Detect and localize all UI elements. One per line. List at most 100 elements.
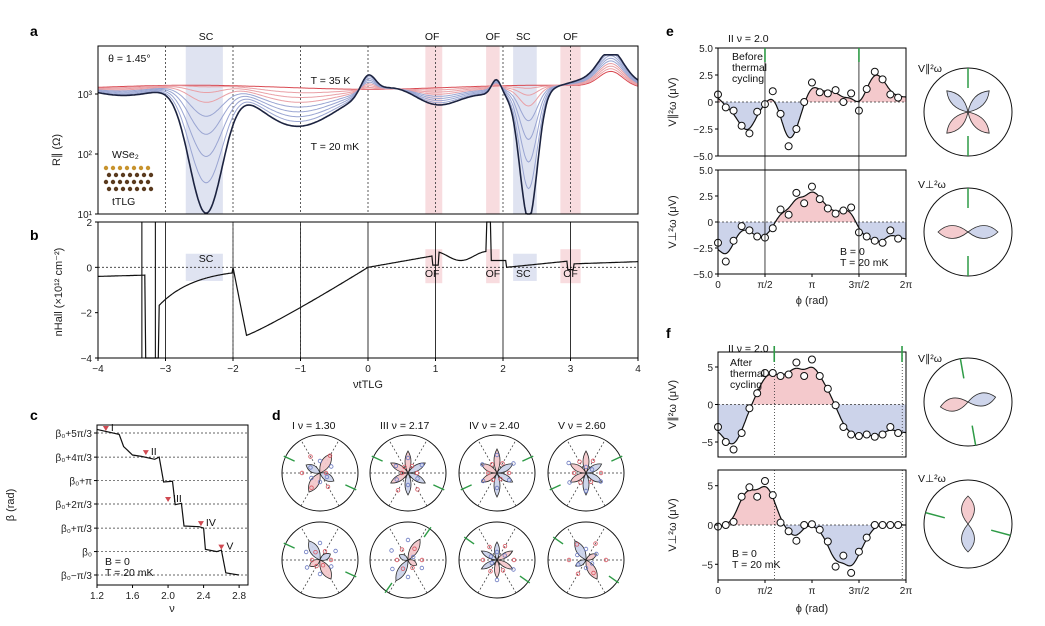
data-point (729, 106, 738, 115)
green-axis-tick (959, 358, 965, 379)
data-point (878, 430, 887, 439)
polar-data-point (327, 453, 333, 458)
resistance-curve (97, 62, 639, 107)
data-point (792, 125, 801, 133)
x-tick-label: 4 (635, 364, 641, 375)
x-tick-label: 0 (715, 280, 721, 291)
polar-data-point (405, 455, 411, 461)
y-tick-label: −2.5 (693, 244, 713, 255)
data-point (745, 129, 754, 138)
polar-lobe (967, 90, 990, 113)
polar-data-point (590, 458, 596, 464)
data-point (839, 551, 848, 560)
green-axis-tick (552, 536, 564, 545)
note-temperature: T = 20 mK (840, 257, 889, 269)
data-point (870, 67, 879, 76)
region-band-a (185, 46, 223, 214)
green-axis-tick (925, 511, 946, 519)
lattice-atom (141, 172, 147, 178)
green-axis-tick (345, 571, 357, 578)
lattice-atom (124, 165, 130, 171)
note-after: After (730, 357, 753, 369)
beta-step-curve (96, 428, 240, 576)
polar-data-point (309, 557, 315, 563)
x-axis-label-e: ϕ (rad) (796, 295, 828, 307)
polar-data-point (594, 551, 599, 557)
y-tick-label: β₀−π/3 (61, 571, 92, 582)
lattice-atom (113, 172, 119, 178)
polar-data-point (583, 565, 589, 571)
data-point (792, 188, 801, 197)
green-axis-tick (990, 529, 1011, 537)
resistance-curve (97, 60, 639, 122)
region-band-b (513, 253, 537, 281)
x-tick-label: 2.8 (232, 591, 246, 602)
polar-lobe (494, 541, 500, 561)
inset-wse2-label: WSe₂ (112, 149, 139, 161)
polar-data-point (390, 566, 395, 572)
panel-b-label: b (30, 227, 39, 243)
y-tick-label: 10³ (78, 90, 93, 101)
x-tick-label: π/2 (757, 586, 773, 597)
data-point (737, 492, 746, 501)
data-point (847, 430, 856, 439)
polar-data-point (419, 462, 425, 468)
data-point (807, 520, 816, 529)
polar-data-point (588, 479, 594, 484)
panel-c-label: c (30, 407, 38, 423)
polar-data-point (480, 478, 486, 484)
polar-data-point (308, 465, 313, 470)
data-point (847, 89, 856, 98)
polar-data-point (576, 562, 581, 567)
data-point (894, 93, 903, 102)
polar-lobe (496, 550, 514, 561)
polar-lobe (967, 111, 990, 134)
polar-data-point (400, 566, 406, 571)
green-axis-tick (345, 484, 357, 491)
fit-curve (717, 74, 907, 139)
polar-data-point (309, 475, 314, 481)
x-tick-label: −2 (227, 364, 239, 375)
y-tick-label: β₀ (82, 548, 92, 559)
polar-data-point (575, 571, 581, 577)
polar-lobe (496, 559, 514, 570)
data-point (753, 492, 762, 501)
y-tick-label: 0 (707, 218, 713, 229)
data-point (839, 206, 848, 215)
axes-frame-a (97, 45, 639, 215)
data-point (768, 369, 777, 377)
lattice-atom (138, 165, 144, 171)
lattice-atom (127, 172, 133, 178)
x-tick-label: 2π (900, 280, 913, 291)
polar-data-point (498, 476, 503, 482)
polar-data-point (591, 570, 596, 576)
data-point (894, 234, 903, 243)
polar-data-point (502, 543, 508, 549)
data-point (839, 423, 848, 431)
polar-data-point (506, 477, 512, 483)
green-axis-tick (433, 484, 445, 491)
polar-lobe (937, 225, 969, 239)
polar-lobe (585, 553, 597, 561)
data-point (886, 90, 895, 99)
lattice-atom (127, 186, 133, 192)
data-point (894, 521, 903, 529)
data-point (807, 78, 816, 87)
polar-data-point (494, 549, 500, 555)
data-point (721, 521, 730, 529)
data-point (894, 429, 903, 437)
data-point (745, 226, 754, 235)
lattice-atom (124, 179, 130, 185)
region-band-a (486, 46, 500, 214)
lattice-atom (148, 172, 154, 178)
y-tick-label: −5 (702, 560, 714, 571)
x-tick-label: 1.2 (90, 591, 104, 602)
data-point (729, 517, 738, 526)
x-tick-label: π (809, 586, 816, 597)
y-tick-label: 0 (707, 401, 713, 412)
panel-e-label: e (666, 23, 674, 39)
data-point (870, 236, 879, 245)
polar-lobe (961, 495, 975, 525)
data-point (815, 195, 824, 204)
polar-data-point (313, 550, 318, 555)
